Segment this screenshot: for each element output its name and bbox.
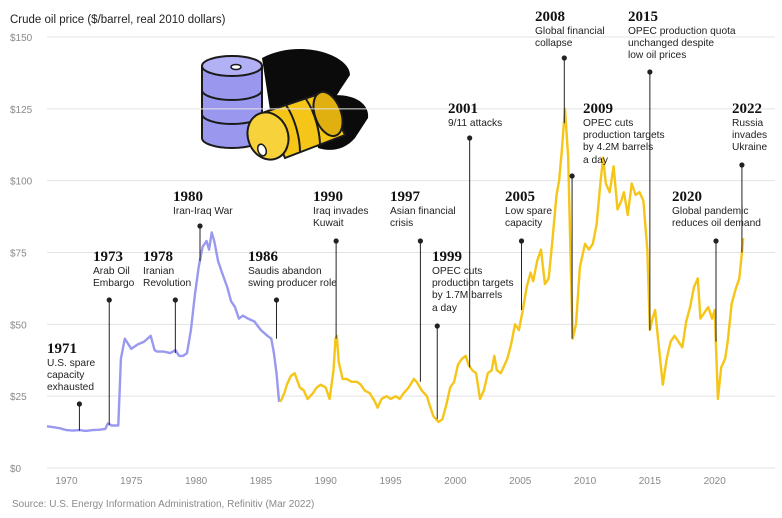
annotation-2015: 2015 OPEC production quota unchanged desp… <box>628 8 736 63</box>
annotation-year: 1973 <box>93 249 123 265</box>
series-line-1 <box>46 231 281 433</box>
y-axis-title: Crude oil price ($/barrel, real 2010 dol… <box>10 14 226 26</box>
annotation-year: 1986 <box>248 249 278 265</box>
annotation-year: 2022 <box>732 101 762 117</box>
annotation-text: U.S. spare capacity exhausted <box>47 358 96 394</box>
annotation-1973: 1973 Arab Oil Embargo <box>93 248 134 290</box>
annotation-year: 1997 <box>390 189 420 205</box>
y-tick-label: $100 <box>10 177 33 188</box>
annotation-2005: 2005 Low spare capacity <box>505 188 552 230</box>
annotation-dot <box>647 69 653 75</box>
x-tick-label: 2000 <box>444 476 467 487</box>
annotation-dot <box>417 238 423 244</box>
annotation-text: OPEC cuts production targets by 4.2M bar… <box>583 118 665 166</box>
annotation-year: 2008 <box>535 9 565 25</box>
annotation-dot <box>518 238 525 244</box>
annotation-year: 2001 <box>448 101 478 117</box>
annotation-1980: 1980 Iran-Iraq War <box>173 188 233 218</box>
annotation-dot <box>561 55 567 61</box>
x-tick-label: 1980 <box>185 476 208 487</box>
annotation-dot <box>739 162 745 168</box>
annotation-1990: 1990 Iraq invades Kuwait <box>313 188 369 230</box>
source-note: Source: U.S. Energy Information Administ… <box>12 499 315 510</box>
annotation-text: Global pandemic reduces oil demand <box>672 206 761 230</box>
annotation-year: 1978 <box>143 249 173 265</box>
x-tick-label: 1990 <box>315 476 338 487</box>
x-tick-label: 2015 <box>639 476 662 487</box>
annotation-1997: 1997 Asian financial crisis <box>390 188 456 230</box>
annotation-dot <box>172 297 178 303</box>
x-tick-label: 1985 <box>250 476 273 487</box>
annotation-text: Asian financial crisis <box>390 206 456 230</box>
x-tick-label: 2020 <box>704 476 727 487</box>
annotation-dot <box>713 238 719 244</box>
annotation-year: 1980 <box>173 189 203 205</box>
annotation-year: 2009 <box>583 101 613 117</box>
annotation-year: 2005 <box>505 189 535 205</box>
annotation-1978: 1978 Iranian Revolution <box>143 248 191 290</box>
annotation-1999: 1999 OPEC cuts production targets by 1.7M… <box>432 248 514 315</box>
annotation-dot <box>106 297 112 303</box>
y-tick-label: $25 <box>10 392 27 403</box>
x-tick-label: 2010 <box>574 476 597 487</box>
annotation-year: 1999 <box>432 249 462 265</box>
x-tick-label: 1995 <box>379 476 402 487</box>
annotation-dot <box>434 323 440 329</box>
annotation-text: Low spare capacity <box>505 206 553 230</box>
x-tick-label: 2005 <box>509 476 532 487</box>
annotation-text: Russia invades Ukraine <box>732 118 768 154</box>
annotation-2008: 2008 Global financial collapse <box>535 8 605 50</box>
annotation-text: 9/11 attacks <box>448 118 503 129</box>
annotation-text: Saudis abandon swing producer role <box>248 266 337 290</box>
y-tick-label: $50 <box>10 320 27 331</box>
annotation-dot <box>569 173 575 179</box>
annotation-dot <box>76 401 83 407</box>
annotation-text: OPEC production quota unchanged despite … <box>628 26 736 62</box>
annotation-1971: 1971 U.S. spare capacity exhausted <box>47 340 95 395</box>
annotation-1986: 1986 Saudis abandon swing producer role <box>248 248 337 290</box>
annotation-2020: 2020 Global pandemic reduces oil demand <box>672 188 761 230</box>
annotation-year: 1990 <box>313 189 343 205</box>
annotation-text: Iran-Iraq War <box>173 206 233 217</box>
annotation-2001: 2001 9/11 attacks <box>448 100 502 130</box>
annotation-dot <box>197 223 203 229</box>
annotation-text: OPEC cuts production targets by 1.7M bar… <box>432 266 514 314</box>
x-tick-label: 1970 <box>55 476 78 487</box>
y-tick-label: $0 <box>10 464 22 475</box>
annotation-year: 2015 <box>628 9 658 25</box>
annotation-year: 2020 <box>672 189 702 205</box>
y-tick-label: $150 <box>10 33 33 44</box>
annotation-text: Iraq invades Kuwait <box>313 206 369 230</box>
annotation-2009: 2009 OPEC cuts production targets by 4.2M… <box>583 100 665 167</box>
y-tick-label: $75 <box>10 249 27 260</box>
annotation-dot <box>467 135 473 141</box>
annotation-text: Global financial collapse <box>535 26 605 50</box>
annotation-year: 1971 <box>47 341 77 357</box>
x-tick-label: 1975 <box>120 476 143 487</box>
series-line-2 <box>279 107 745 424</box>
oil-barrels-illustration <box>201 49 369 161</box>
annotation-text: Iranian Revolution <box>143 266 192 290</box>
annotation-text: Arab Oil Embargo <box>93 266 135 290</box>
annotation-dot <box>273 297 280 303</box>
y-tick-label: $125 <box>10 105 33 116</box>
annotation-dot <box>333 238 339 244</box>
annotation-2022: 2022 Russia invades Ukraine <box>732 100 767 155</box>
